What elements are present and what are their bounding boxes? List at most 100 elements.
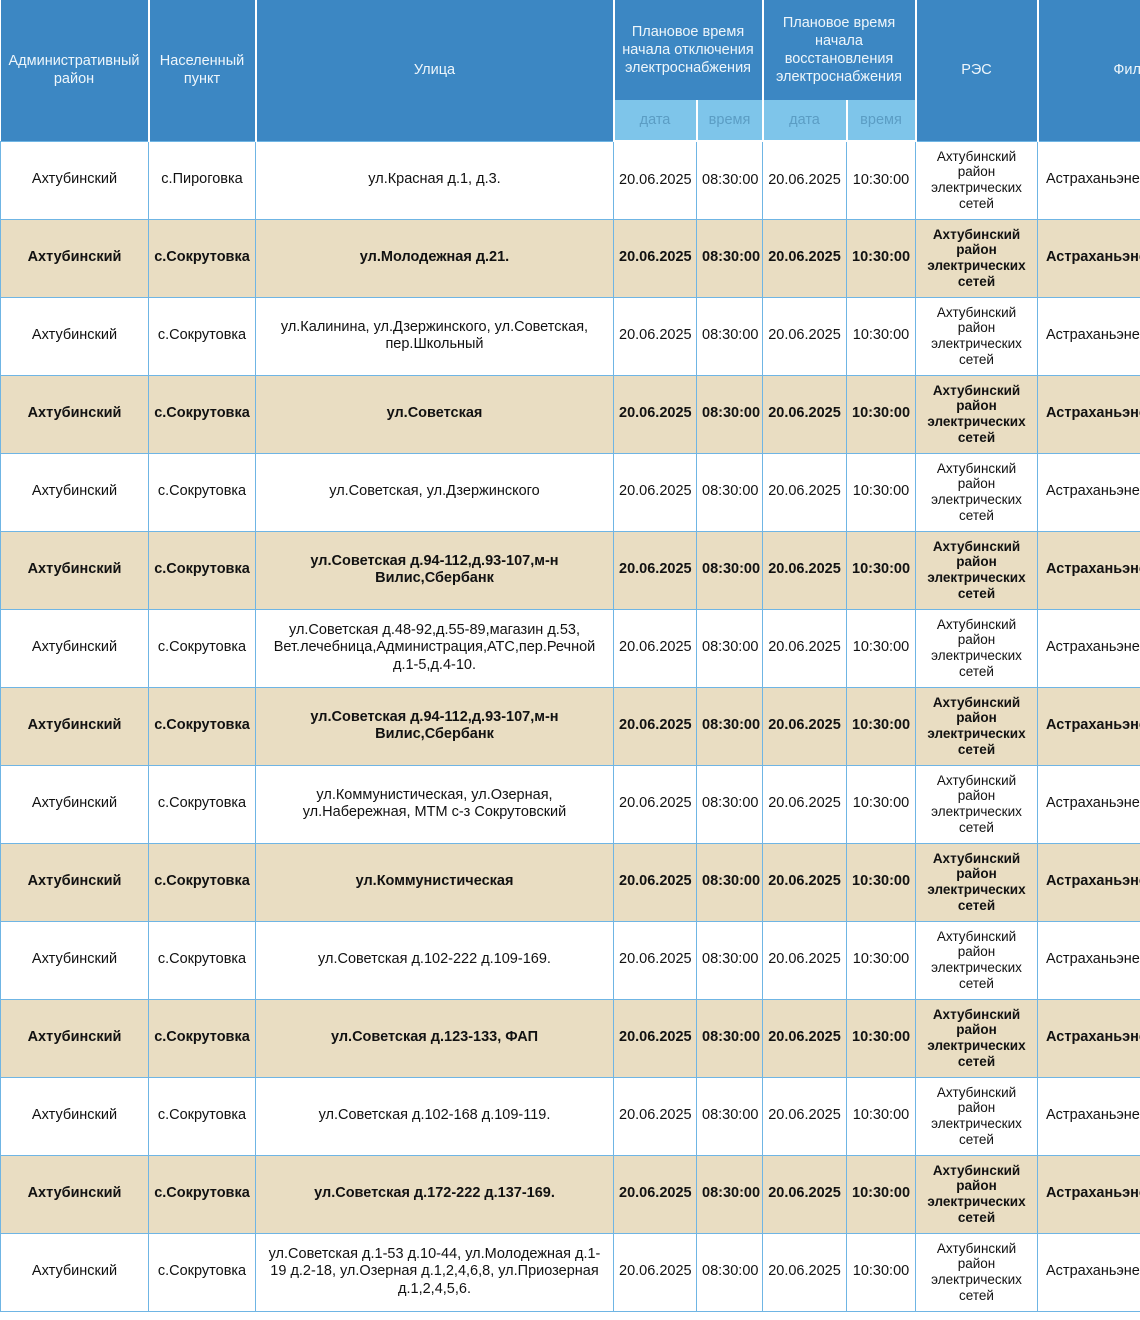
cell-date-off: 20.06.2025 [613,686,697,766]
cell-time-on: 10:30:00 [846,1232,916,1312]
cell-date-on: 20.06.2025 [762,218,847,298]
cell-locality: с.Сокрутовка [148,842,256,922]
column-subheader-date-off[interactable]: дата [613,100,698,142]
cell-time-off: 08:30:00 [696,1076,763,1156]
cell-time-on: 10:30:00 [846,1154,916,1234]
cell-time-off: 08:30:00 [696,140,763,220]
cell-res: Ахтубинский район электрических сетей [915,998,1038,1078]
cell-res: Ахтубинский район электрических сетей [915,608,1038,688]
cell-date-off: 20.06.2025 [613,530,697,610]
cell-time-off: 08:30:00 [696,374,763,454]
cell-date-off: 20.06.2025 [613,218,697,298]
cell-time-off: 08:30:00 [696,608,763,688]
column-header-locality[interactable]: Населенный пункт [148,0,257,141]
cell-locality: с.Сокрутовка [148,530,256,610]
cell-res: Ахтубинский район электрических сетей [915,920,1038,1000]
column-header-district[interactable]: Административный район [0,0,150,141]
cell-res: Ахтубинский район электрических сетей [915,374,1038,454]
cell-branch: Астраханьэнерго [1037,452,1140,532]
cell-street: ул.Коммунистическая, ул.Озерная, ул.Набе… [255,764,614,844]
cell-district: Ахтубинский [0,218,149,298]
table-header: Административный район Населенный пункт … [0,0,1140,142]
cell-date-off: 20.06.2025 [613,140,697,220]
cell-locality: с.Сокрутовка [148,1232,256,1312]
cell-branch: Астраханьэнерго [1037,140,1140,220]
table-row[interactable]: Ахтубинский с.Сокрутовка ул.Советская д.10… [0,1076,1140,1156]
cell-date-off: 20.06.2025 [613,1076,697,1156]
cell-street: ул.Советская д.102-222 д.109-169. [255,920,614,1000]
cell-time-on: 10:30:00 [846,140,916,220]
table-row[interactable]: Ахтубинский с.Сокрутовка ул.Коммунистическ… [0,764,1140,844]
column-subheader-time-on[interactable]: время [846,100,917,142]
column-header-branch[interactable]: Филиал [1037,0,1140,141]
cell-district: Ахтубинский [0,764,149,844]
cell-time-off: 08:30:00 [696,998,763,1078]
cell-date-on: 20.06.2025 [762,452,847,532]
table-row[interactable]: Ахтубинский с.Сокрутовка ул.Советская д.10… [0,920,1140,1000]
cell-res: Ахтубинский район электрических сетей [915,842,1038,922]
column-subheader-time-off[interactable]: время [696,100,764,142]
cell-street: ул.Молодежная д.21. [255,218,614,298]
cell-time-on: 10:30:00 [846,920,916,1000]
cell-res: Ахтубинский район электрических сетей [915,530,1038,610]
table-row[interactable]: Ахтубинский с.Сокрутовка ул.Калинина, ул.Д… [0,296,1140,376]
cell-time-off: 08:30:00 [696,686,763,766]
cell-branch: Астраханьэнерго [1037,374,1140,454]
cell-district: Ахтубинский [0,920,149,1000]
cell-date-on: 20.06.2025 [762,296,847,376]
cell-date-on: 20.06.2025 [762,920,847,1000]
cell-locality: с.Сокрутовка [148,374,256,454]
table-row[interactable]: Ахтубинский с.Сокрутовка ул.Советская д.94… [0,530,1140,610]
cell-street: ул.Советская д.94-112,д.93-107,м-н Вилис… [255,686,614,766]
column-header-planned-outage-start[interactable]: Плановое время начала отключения электро… [613,0,764,100]
cell-street: ул.Коммунистическая [255,842,614,922]
cell-branch: Астраханьэнерго [1037,1232,1140,1312]
cell-date-off: 20.06.2025 [613,998,697,1078]
cell-time-on: 10:30:00 [846,686,916,766]
table-row[interactable]: Ахтубинский с.Сокрутовка ул.Советская, ул.… [0,452,1140,532]
table-row[interactable]: Ахтубинский с.Сокрутовка ул.Советская д.1-… [0,1232,1140,1312]
table-row[interactable]: Ахтубинский с.Пироговка ул.Красная д.1, д.… [0,140,1140,220]
cell-time-on: 10:30:00 [846,452,916,532]
cell-date-on: 20.06.2025 [762,140,847,220]
table-row[interactable]: Ахтубинский с.Сокрутовка ул.Советская д.12… [0,998,1140,1078]
cell-time-off: 08:30:00 [696,1154,763,1234]
table-row[interactable]: Ахтубинский с.Сокрутовка ул.Советская д.48… [0,608,1140,688]
cell-street: ул.Советская д.123-133, ФАП [255,998,614,1078]
cell-date-on: 20.06.2025 [762,764,847,844]
cell-locality: с.Сокрутовка [148,764,256,844]
cell-locality: с.Пироговка [148,140,256,220]
cell-branch: Астраханьэнерго [1037,218,1140,298]
cell-locality: с.Сокрутовка [148,608,256,688]
column-header-street[interactable]: Улица [255,0,615,141]
column-subheader-date-on[interactable]: дата [762,100,848,142]
cell-date-on: 20.06.2025 [762,1232,847,1312]
table-row[interactable]: Ахтубинский с.Сокрутовка ул.Советская д.94… [0,686,1140,766]
cell-time-off: 08:30:00 [696,218,763,298]
cell-branch: Астраханьэнерго [1037,296,1140,376]
table-row[interactable]: Ахтубинский с.Сокрутовка ул.Коммунистическ… [0,842,1140,922]
column-header-res[interactable]: РЭС [915,0,1039,141]
cell-street: ул.Советская д.172-222 д.137-169. [255,1154,614,1234]
column-header-planned-restoration-start[interactable]: Плановое время начала восстановления эле… [762,0,917,100]
table-row[interactable]: Ахтубинский с.Сокрутовка ул.Молодежная д.2… [0,218,1140,298]
table-row[interactable]: Ахтубинский с.Сокрутовка ул.Советская 20.06… [0,374,1140,454]
cell-date-on: 20.06.2025 [762,998,847,1078]
cell-street: ул.Советская д.94-112,д.93-107,м-н Вилис… [255,530,614,610]
cell-branch: Астраханьэнерго [1037,920,1140,1000]
cell-time-on: 10:30:00 [846,608,916,688]
cell-res: Ахтубинский район электрических сетей [915,218,1038,298]
cell-district: Ахтубинский [0,998,149,1078]
cell-time-on: 10:30:00 [846,296,916,376]
cell-time-off: 08:30:00 [696,452,763,532]
cell-locality: с.Сокрутовка [148,218,256,298]
table-row[interactable]: Ахтубинский с.Сокрутовка ул.Советская д.17… [0,1154,1140,1234]
cell-date-on: 20.06.2025 [762,374,847,454]
cell-time-on: 10:30:00 [846,218,916,298]
cell-res: Ахтубинский район электрических сетей [915,764,1038,844]
cell-district: Ахтубинский [0,374,149,454]
cell-street: ул.Советская, ул.Дзержинского [255,452,614,532]
cell-time-off: 08:30:00 [696,764,763,844]
cell-street: ул.Калинина, ул.Дзержинского, ул.Советск… [255,296,614,376]
